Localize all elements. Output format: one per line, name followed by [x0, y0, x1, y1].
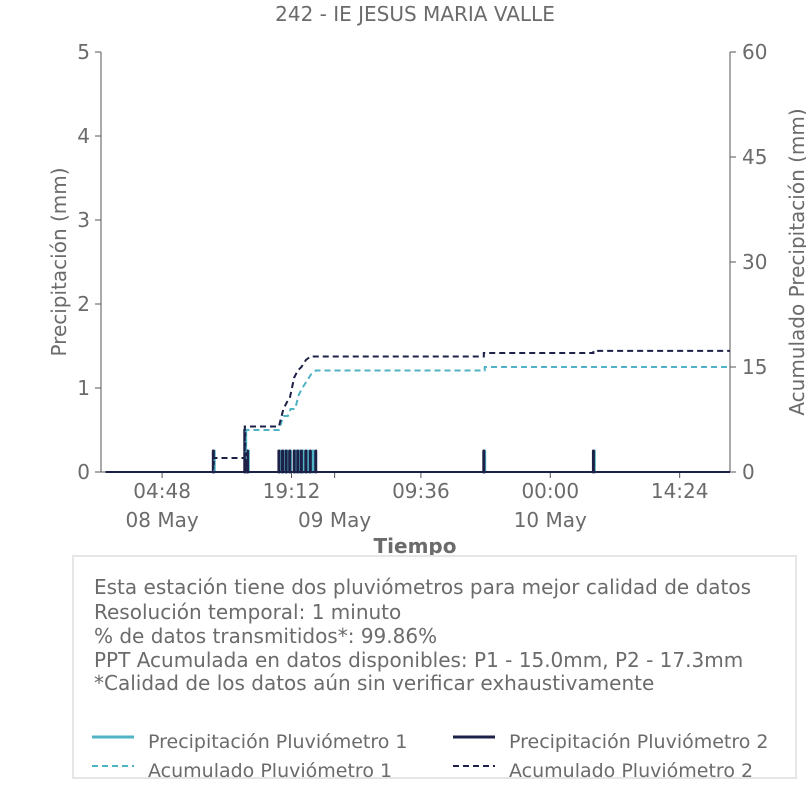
x-date-label: 09 May: [298, 508, 371, 532]
left-axis-label: Precipitación (mm): [47, 167, 71, 356]
left-tick-label: 3: [77, 208, 90, 232]
x-tick-label: 14:24: [651, 479, 709, 503]
accumulated-lines: [105, 349, 730, 473]
legend-swatch-precip-2: [453, 735, 495, 739]
legend-label-acum-2: Acumulado Pluviómetro 2: [509, 760, 754, 782]
legend-swatch-precip-1: [92, 735, 134, 739]
info-line-transmitted: % de datos transmitidos*: 99.86%: [94, 624, 438, 648]
legend-label-acum-1: Acumulado Pluviómetro 1: [148, 760, 393, 782]
chart-title: 242 - IE JESUS MARIA VALLE: [275, 2, 555, 26]
left-tick-label: 2: [77, 292, 90, 316]
left-tick-label: 5: [77, 40, 90, 64]
left-tick-label: 4: [77, 124, 90, 148]
right-axis-label: Acumulado Precipitación (mm): [785, 108, 806, 415]
accumulated-line: [105, 366, 730, 473]
info-line-quality: *Calidad de los datos aún sin verificar …: [94, 671, 655, 695]
legend-swatch-acum-2: [453, 765, 495, 767]
x-tick-label: 19:12: [263, 479, 321, 503]
left-tick-label: 0: [77, 460, 90, 484]
right-tick-label: 15: [742, 355, 767, 379]
precipitation-chart: 242 - IE JESUS MARIA VALLE 0123450153045…: [47, 2, 806, 556]
info-line-resolution: Resolución temporal: 1 minuto: [94, 600, 402, 624]
x-date-label: 10 May: [514, 508, 587, 532]
info-box: Esta estación tiene dos pluviómetros par…: [72, 555, 797, 782]
precipitation-bars: [105, 428, 730, 474]
legend-label-precip-1: Precipitación Pluviómetro 1: [148, 731, 408, 753]
info-line-accumulated: PPT Acumulada en datos disponibles: P1 -…: [94, 648, 744, 672]
x-tick-label: 09:36: [392, 479, 450, 503]
x-axis-label: Tiempo: [374, 534, 457, 556]
x-tick-label: 00:00: [521, 479, 579, 503]
left-tick-label: 1: [77, 376, 90, 400]
accumulated-line: [105, 349, 730, 473]
x-tick-label: 04:48: [133, 479, 191, 503]
legend-label-precip-2: Precipitación Pluviómetro 2: [509, 731, 769, 753]
right-tick-label: 45: [742, 145, 767, 169]
right-tick-label: 60: [742, 40, 767, 64]
info-line-stations: Esta estación tiene dos pluviómetros par…: [94, 575, 752, 599]
right-tick-label: 30: [742, 250, 767, 274]
legend-swatch-acum-1: [92, 765, 134, 767]
x-date-label: 08 May: [126, 508, 199, 532]
right-tick-label: 0: [742, 460, 755, 484]
